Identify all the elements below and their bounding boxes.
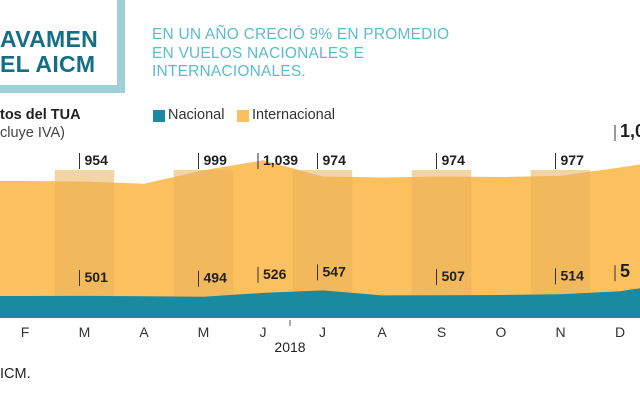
tick-label: D (615, 324, 625, 340)
tick-label: J (319, 324, 326, 340)
legend-swatch-nacional (153, 110, 165, 122)
legend-swatch-internacional (237, 110, 249, 122)
data-label-internacional: 977 (561, 152, 585, 168)
tick-label: M (79, 324, 91, 340)
subtitle: EN UN AÑO CRECIÓ 9% EN PROMEDIO EN VUELO… (152, 26, 450, 80)
data-label-nacional: 526 (263, 266, 287, 282)
tick-label: S (437, 324, 446, 340)
series-note: cluye IVA) (0, 125, 66, 141)
data-label-internacional: 1,039 (263, 152, 298, 168)
tick-label: F (21, 324, 30, 340)
data-label-internacional: 974 (323, 152, 347, 168)
tick-label: N (555, 324, 565, 340)
title-line-2: EL AICM (0, 51, 96, 77)
title-line-1: AVAMEN (0, 26, 99, 52)
series-label: tos del TUA (0, 107, 81, 123)
month-band (411, 170, 472, 318)
data-label-internacional: 999 (204, 152, 228, 168)
data-label-internacional: 1,0 (620, 121, 640, 141)
tick-label: J (260, 324, 267, 340)
area-nacional (0, 288, 640, 318)
month-band (54, 170, 115, 318)
title-box (0, 0, 125, 93)
data-label-nacional: 5 (620, 261, 630, 281)
data-label-nacional: 507 (442, 268, 466, 284)
data-label-nacional: 494 (204, 270, 228, 286)
data-label-nacional: 547 (323, 263, 347, 279)
legend-label-internacional: Internacional (252, 107, 336, 123)
month-band (173, 170, 234, 318)
data-label-nacional: 501 (85, 269, 109, 285)
x-axis-label: 2018 (274, 339, 305, 355)
tick-label: M (198, 324, 210, 340)
baseline-gap (0, 318, 640, 322)
source-note: ICM. (0, 366, 31, 382)
legend-label-nacional: Nacional (168, 107, 225, 123)
data-label-internacional: 974 (442, 152, 466, 168)
tick-label: O (496, 324, 507, 340)
data-label-nacional: 514 (561, 267, 585, 283)
tick-label: A (139, 324, 149, 340)
tick-label: A (377, 324, 387, 340)
data-label-internacional: 954 (85, 152, 109, 168)
